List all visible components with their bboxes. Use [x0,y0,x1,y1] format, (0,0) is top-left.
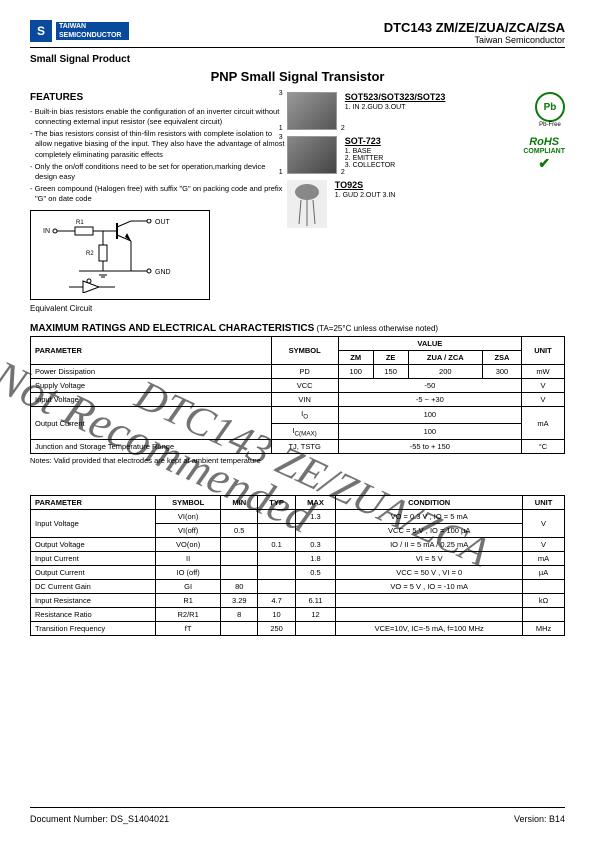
characteristics-table: PARAMETER SYMBOL MIN TYP MAX CONDITION U… [30,495,565,636]
col-param: PARAMETER [31,337,272,365]
company-name: Taiwan Semiconductor [384,35,565,45]
package-pins: 1. BASE 2. EMITTER 3. COLLECTOR [345,148,516,169]
rohs-icon: RoHS COMPLIANT ✔ [523,136,565,172]
pin-num: 1 [279,169,283,176]
table-row: DC Current GainGI80VO = 5 V , IO = -10 m… [31,580,565,594]
col-min: MIN [221,496,258,510]
company-logo: S TAIWAN SEMICONDUCTOR [30,20,129,42]
col-max: MAX [295,496,336,510]
pin-num: 2 [341,169,345,176]
logo-text-2: SEMICONDUCTOR [56,31,129,40]
doc-number: Document Number: DS_S1404021 [30,814,169,824]
pin-num: 1 [279,125,283,132]
logo-icon: S [30,20,52,42]
table-row: Output CurrentIO 100mA [31,407,565,424]
table-row: Input Voltage VI(on)1.3VO = 0.3 V , IO =… [31,510,565,524]
main-title: PNP Small Signal Transistor [30,69,565,84]
sub-ze: ZE [373,351,408,365]
pin-num: 3 [279,90,283,97]
features-title: FEATURES [30,92,287,103]
col-unit: UNIT [521,337,564,365]
feature-item: - Built-in bias resistors enable the con… [30,107,287,127]
svg-text:OUT: OUT [155,219,171,226]
table-row: Input ResistanceR13.294.76.11kΩ [31,594,565,608]
table-row: Input CurrentII1.8VI = 5 VmA [31,552,565,566]
table1-notes: Notes: Valid provided that electrodes ar… [30,456,565,465]
table-row: Input VoltageVIN -5 ~ +30V [31,393,565,407]
table-row: Supply VoltageVCC -50V [31,379,565,393]
table-row: Output VoltageVO(on)0.10.3IO / II = 5 mA… [31,538,565,552]
pin-num: 2 [341,125,345,132]
sub-zm: ZM [338,351,373,365]
package-icon [287,180,327,228]
col-cond: CONDITION [336,496,523,510]
col-param: PARAMETER [31,496,156,510]
package-name: SOT-723 [345,136,516,146]
svg-text:IN: IN [43,228,50,235]
col-value: VALUE [338,337,521,351]
pb-free-icon: Pb [535,92,565,122]
svg-text:GND: GND [155,269,171,276]
sub-zsa: ZSA [482,351,521,365]
package-icon [287,92,337,130]
table-row: Output CurrentIO (off)0.5VCC = 50 V , VI… [31,566,565,580]
logo-text-1: TAIWAN [56,22,129,31]
ratings-table: PARAMETER SYMBOL VALUE UNIT ZM ZE ZUA / … [30,336,565,454]
pb-free-label: Pb-Free [535,122,565,128]
circuit-caption: Equivalent Circuit [30,304,287,313]
table-row: Junction and Storage Temperature RangeTJ… [31,440,565,454]
col-symbol: SYMBOL [271,337,338,365]
table1-title: MAXIMUM RATINGS AND ELECTRICAL CHARACTER… [30,323,314,334]
package-icon [287,136,337,174]
page-footer: Document Number: DS_S1404021 Version: B1… [30,814,565,824]
table-row: Transition FrequencyfT250VCE=10V, IC=-5 … [31,622,565,636]
col-unit: UNIT [523,496,565,510]
table1-cond: (TA=25°C unless otherwise noted) [317,324,439,333]
pin-num: 3 [279,134,283,141]
feature-item: - Green compound (Halogen free) with suf… [30,184,287,204]
feature-item: - Only the on/off conditions need to be … [30,162,287,182]
svg-text:R2: R2 [86,251,94,257]
sub-header: Small Signal Product [30,54,565,65]
page-header: S TAIWAN SEMICONDUCTOR DTC143 ZM/ZE/ZUA/… [30,20,565,48]
table-row: Resistance RatioR2/R181012 [31,608,565,622]
package-pins: 1. IN 2.GUD 3.OUT [345,104,527,111]
table-row: Power DissipationPD 100150200300 mW [31,365,565,379]
version: Version: B14 [514,814,565,824]
package-name: SOT523/SOT323/SOT23 [345,92,527,102]
svg-text:R1: R1 [76,220,84,226]
feature-item: - The bias resistors consist of thin-fil… [30,129,287,159]
equivalent-circuit-diagram: IN R1 R2 OUT [30,210,210,300]
part-number: DTC143 ZM/ZE/ZUA/ZCA/ZSA [384,20,565,35]
col-typ: TYP [258,496,295,510]
package-name: TO92S [335,180,565,190]
package-pins: 1. GUD 2.OUT 3.IN [335,192,565,199]
col-symbol: SYMBOL [156,496,221,510]
sub-zua: ZUA / ZCA [408,351,482,365]
